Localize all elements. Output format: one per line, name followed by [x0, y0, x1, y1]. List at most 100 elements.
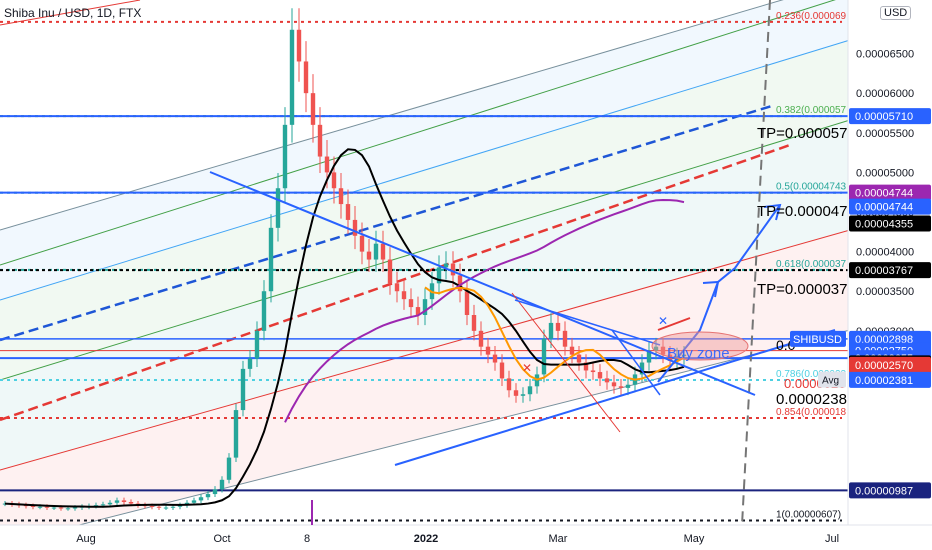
- dashed-median-red: [0, 143, 791, 422]
- candle-body: [604, 378, 610, 383]
- channel-line-5: [0, 329, 851, 546]
- trend-line-3: [514, 299, 661, 346]
- fib-label-0.236: 0.236(0.000069: [776, 11, 847, 22]
- candle-body: [289, 29, 295, 125]
- candle-body: [478, 330, 484, 347]
- candle-body: [464, 291, 470, 315]
- time-axis-bg: [0, 525, 932, 550]
- chart-title: Shiba Inu / USD, 1D, FTX: [4, 6, 142, 20]
- time-projection-line: [741, 0, 771, 526]
- candle-body: [275, 188, 281, 228]
- candle-body: [597, 372, 603, 379]
- fib-label-0.5: 0.5(0.00004743: [776, 182, 847, 193]
- candle-body: [457, 275, 463, 292]
- candle-body: [338, 188, 344, 205]
- candle-body: [499, 362, 505, 379]
- price-tag-bg-2: [849, 198, 931, 215]
- price-tag-bg-4: [849, 262, 931, 279]
- candle-body: [471, 315, 477, 331]
- annotation-label-5: Buy zone: [667, 345, 730, 362]
- y-tick-label-5: 0.00004000: [856, 247, 914, 259]
- candle-body: [667, 354, 673, 361]
- candle-body: [268, 227, 274, 292]
- candle-body: [450, 263, 456, 276]
- purple-moving-average: [284, 199, 685, 423]
- candle-body: [576, 354, 582, 363]
- candle-body: [177, 505, 183, 507]
- candle-body: [625, 384, 631, 388]
- candle-body: [660, 346, 666, 355]
- candle-body: [170, 506, 176, 508]
- candle-body: [422, 299, 428, 315]
- candle-body: [562, 330, 568, 347]
- candle-body: [317, 124, 323, 157]
- price-tag-0: 0.00005710: [855, 111, 913, 123]
- candle-body: [569, 346, 575, 355]
- price-tag-bg-1: [849, 184, 931, 201]
- candle-body: [107, 502, 113, 505]
- candle-body: [653, 346, 659, 351]
- candle-body: [443, 263, 449, 268]
- y-tick-label-6: 0.00003500: [856, 286, 914, 298]
- arrowhead-2: [763, 203, 782, 221]
- red-segment: [657, 317, 691, 331]
- candle-body: [415, 307, 421, 315]
- channel-line-1: [0, 0, 836, 266]
- candle-body: [618, 386, 624, 388]
- orange-moving-average: [424, 286, 685, 381]
- avg-tag-bg: [818, 371, 846, 388]
- price-tag-bg-3: [849, 215, 931, 232]
- candle-body: [100, 504, 106, 506]
- candle-body: [149, 505, 155, 507]
- price-tag-3: 0.00004355: [855, 218, 913, 230]
- candle-body: [548, 322, 554, 339]
- candle-body: [156, 506, 162, 508]
- price-tag-bg-10: [849, 356, 931, 373]
- blue-x-marker: ✕: [658, 314, 668, 328]
- candle-body: [191, 500, 197, 503]
- price-tag-1: 0.00004744: [855, 188, 913, 200]
- candle-body: [44, 506, 50, 508]
- candle-body: [583, 362, 589, 371]
- candle-body: [233, 410, 239, 458]
- annotation-label-0: TP=0.000057: [757, 125, 848, 142]
- symbol-tag-bg: [790, 330, 846, 347]
- candle-body: [282, 124, 288, 189]
- candle-body: [590, 370, 596, 373]
- price-tag-12: 0.00000987: [855, 485, 913, 497]
- candle-body: [37, 506, 43, 508]
- candle-body: [58, 507, 64, 509]
- candle-body: [639, 362, 645, 375]
- candle-body: [128, 501, 134, 504]
- candle-body: [205, 494, 211, 498]
- trend-line-4: [611, 329, 661, 396]
- candle-body: [65, 508, 71, 510]
- candle-body: [93, 505, 99, 507]
- currency-button[interactable]: USD: [880, 6, 912, 20]
- price-tag-10: 0.00002570: [855, 360, 913, 372]
- candle-body: [324, 156, 330, 173]
- fib-label-0.382: 0.382(0.000057: [776, 105, 847, 116]
- candle-body: [121, 500, 127, 502]
- candle-body: [163, 507, 169, 509]
- fib-label-1: 1(0.00000607): [776, 509, 841, 520]
- candle-body: [114, 500, 120, 503]
- candle-body: [51, 507, 57, 509]
- candles: [2, 8, 687, 511]
- candle-body: [485, 346, 491, 355]
- red-x-marker: ✕: [522, 361, 532, 375]
- y-tick-label-1: 0.00006000: [856, 88, 914, 100]
- price-tag-bg-11: [849, 371, 931, 388]
- candle-body: [681, 354, 687, 357]
- x-tick-label-2: 8: [304, 533, 310, 545]
- candle-body: [401, 291, 407, 300]
- price-tag-bg-0: [849, 108, 931, 125]
- arrowhead-1: [702, 280, 720, 298]
- candle-body: [527, 386, 533, 395]
- price-tag-4: 0.00003767: [855, 265, 913, 277]
- candle-body: [296, 29, 302, 62]
- trend-line-1: [394, 329, 836, 466]
- candle-body: [72, 507, 78, 509]
